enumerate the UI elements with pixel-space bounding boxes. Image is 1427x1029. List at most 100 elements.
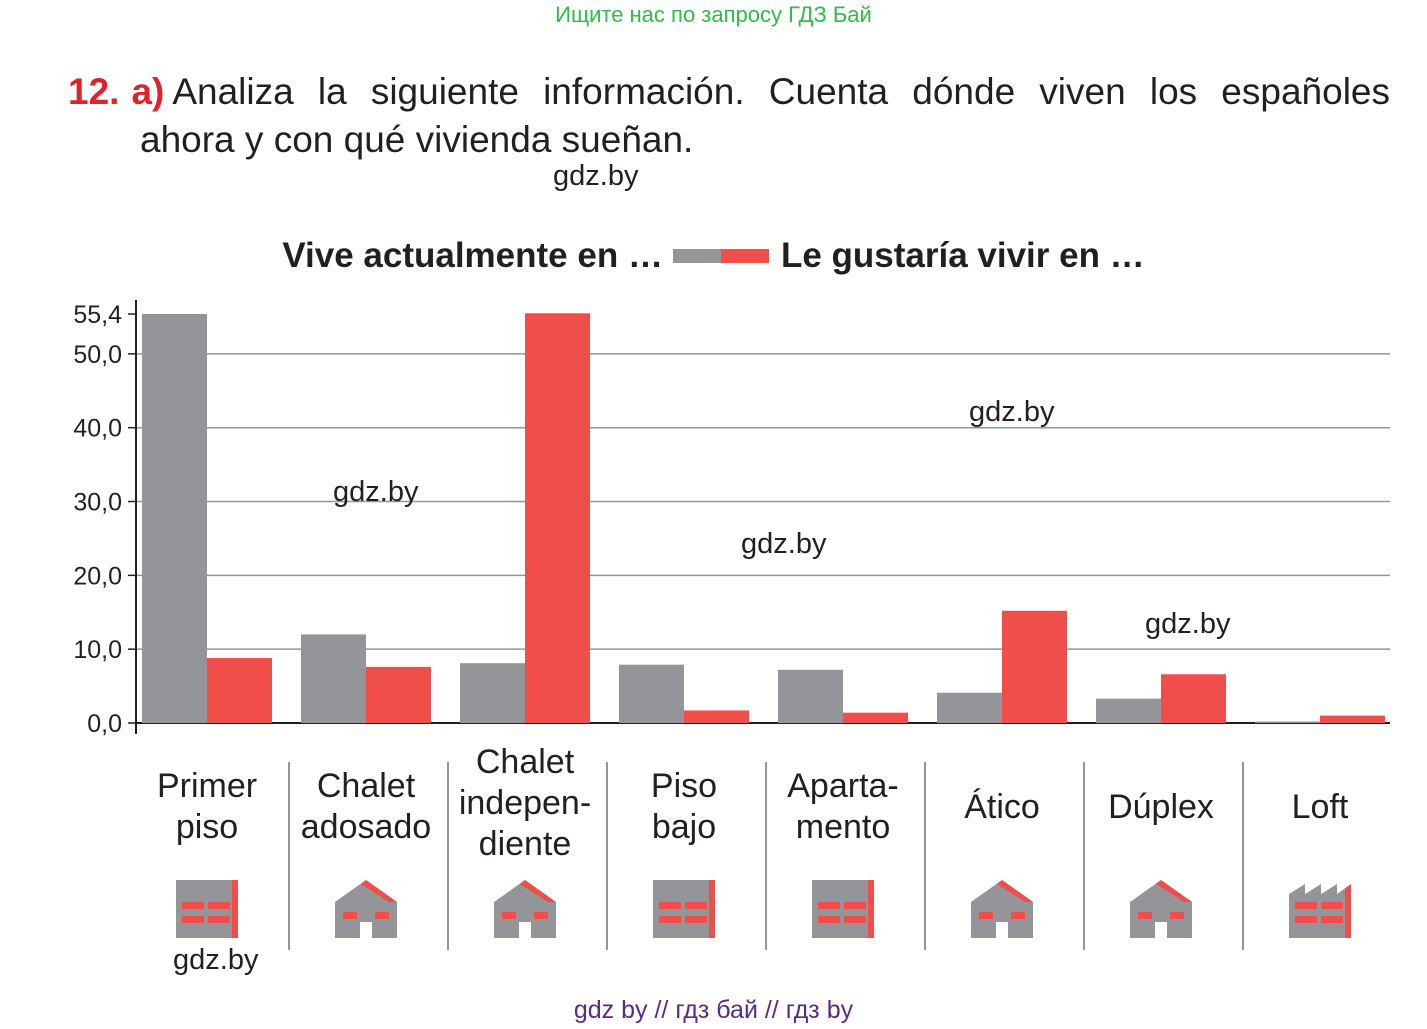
watermark: gdz.by (969, 396, 1055, 428)
bar-desired (207, 658, 272, 723)
task-line-1: 12. a) Analiza la siguiente información. … (68, 68, 1390, 116)
bar-desired (1320, 715, 1385, 723)
dwelling-icon (335, 880, 397, 938)
icon-shape (1345, 880, 1351, 938)
bar-current (778, 669, 843, 723)
bar-desired (684, 710, 749, 723)
watermark: gdz.by (553, 160, 639, 192)
icon-shape (520, 880, 556, 902)
bar-current (142, 314, 207, 723)
category-label: Ático (927, 787, 1077, 828)
category-label: Loft (1245, 787, 1395, 828)
bar-current (301, 634, 366, 723)
category-label-line: piso (175, 808, 239, 846)
category-label-line: bajo (651, 808, 717, 846)
category-label: Chalet indepen-diente (450, 742, 600, 865)
category-label-line: Ático (964, 788, 1040, 826)
icon-shape (208, 902, 230, 909)
category-label-line: Primer (156, 767, 258, 805)
category-separator (924, 762, 926, 950)
icon-shape (208, 916, 230, 923)
category-label-line: Chalet (475, 743, 575, 781)
bar-current (937, 692, 1002, 723)
icon-shape (659, 916, 681, 923)
icon-shape (182, 902, 204, 909)
y-tick-label: 50,0 (73, 341, 122, 369)
icon-shape (343, 912, 357, 919)
category-label-line: mento (795, 808, 891, 846)
dwelling-icon (176, 880, 238, 938)
category-separator (606, 762, 608, 950)
task-number: 12. (68, 71, 120, 112)
icon-shape (1155, 922, 1167, 938)
bar-desired (366, 666, 431, 723)
bar-desired (1161, 674, 1226, 723)
icon-shape (996, 922, 1008, 938)
category-label-line: diente (478, 825, 572, 863)
icon-shape (1321, 902, 1343, 909)
bar-desired (843, 712, 908, 723)
icon-shape (844, 916, 866, 923)
icon-shape (868, 880, 874, 938)
bar-desired (1002, 610, 1067, 723)
icon-shape (997, 880, 1033, 902)
icon-shape (844, 902, 866, 909)
icon-shape (1295, 902, 1317, 909)
icon-shape (360, 922, 372, 938)
bar-desired (525, 313, 590, 723)
icon-shape (1295, 916, 1317, 923)
category-separator (1083, 762, 1085, 950)
bar-current (460, 663, 525, 723)
icon-shape (502, 912, 516, 919)
category-separator (288, 762, 290, 950)
task-line1-text: Analiza la siguiente información. Cuenta… (172, 71, 1390, 112)
top-banner: Ищите нас по запросу ГДЗ Бай (555, 2, 872, 27)
category-separator (447, 762, 449, 950)
icon-shape (685, 902, 707, 909)
footer: gdz by // гдз бай // гдз by (573, 996, 854, 1024)
y-tick-label: 55,4 (73, 301, 122, 329)
task-line-2: ahora y con qué vivienda sueñan. (140, 119, 694, 160)
icon-shape (182, 916, 204, 923)
category-label: Primer piso (132, 766, 282, 848)
y-tick-label: 0,0 (87, 710, 122, 738)
icon-shape (534, 912, 548, 919)
watermark: gdz.by (333, 476, 419, 508)
category-label: Piso bajo (609, 766, 759, 848)
dwelling-icon (653, 880, 715, 938)
category-label-line: Piso (650, 767, 718, 805)
icon-shape (818, 902, 840, 909)
category-label: Aparta-mento (768, 766, 918, 848)
category-label: Dúplex (1086, 787, 1236, 828)
category-label-line: indepen- (458, 784, 592, 822)
dwelling-icon (812, 880, 874, 938)
category-label-line: Chalet (316, 767, 416, 805)
y-tick-label: 10,0 (73, 636, 122, 664)
icon-shape (519, 922, 531, 938)
icon-shape (979, 912, 993, 919)
task-statement: 12. a) Analiza la siguiente información. … (68, 68, 1390, 164)
legend-current-label: Vive actualmente en … (282, 236, 663, 275)
y-tick-label: 40,0 (73, 415, 122, 443)
icon-shape (1156, 880, 1192, 902)
y-tick-label: 20,0 (73, 562, 122, 590)
dwelling-icon (1289, 880, 1351, 938)
icon-shape (1138, 912, 1152, 919)
icon-shape (709, 880, 715, 938)
icon-shape (685, 916, 707, 923)
icon-shape (1170, 912, 1184, 919)
task-part: a) (131, 71, 165, 112)
category-label-line: Loft (1291, 788, 1349, 826)
bar-current (619, 664, 684, 723)
category-label: Chalet adosado (291, 766, 441, 848)
icon-shape (361, 880, 397, 902)
icon-shape (1011, 912, 1025, 919)
dwelling-icon (971, 880, 1033, 938)
bar-current (1255, 721, 1320, 723)
dwelling-icon (494, 880, 556, 938)
category-label-line: Aparta- (787, 767, 899, 805)
category-label-line: Dúplex (1108, 788, 1214, 826)
y-tick-label: 30,0 (73, 489, 122, 517)
legend-current-swatch (672, 249, 721, 263)
